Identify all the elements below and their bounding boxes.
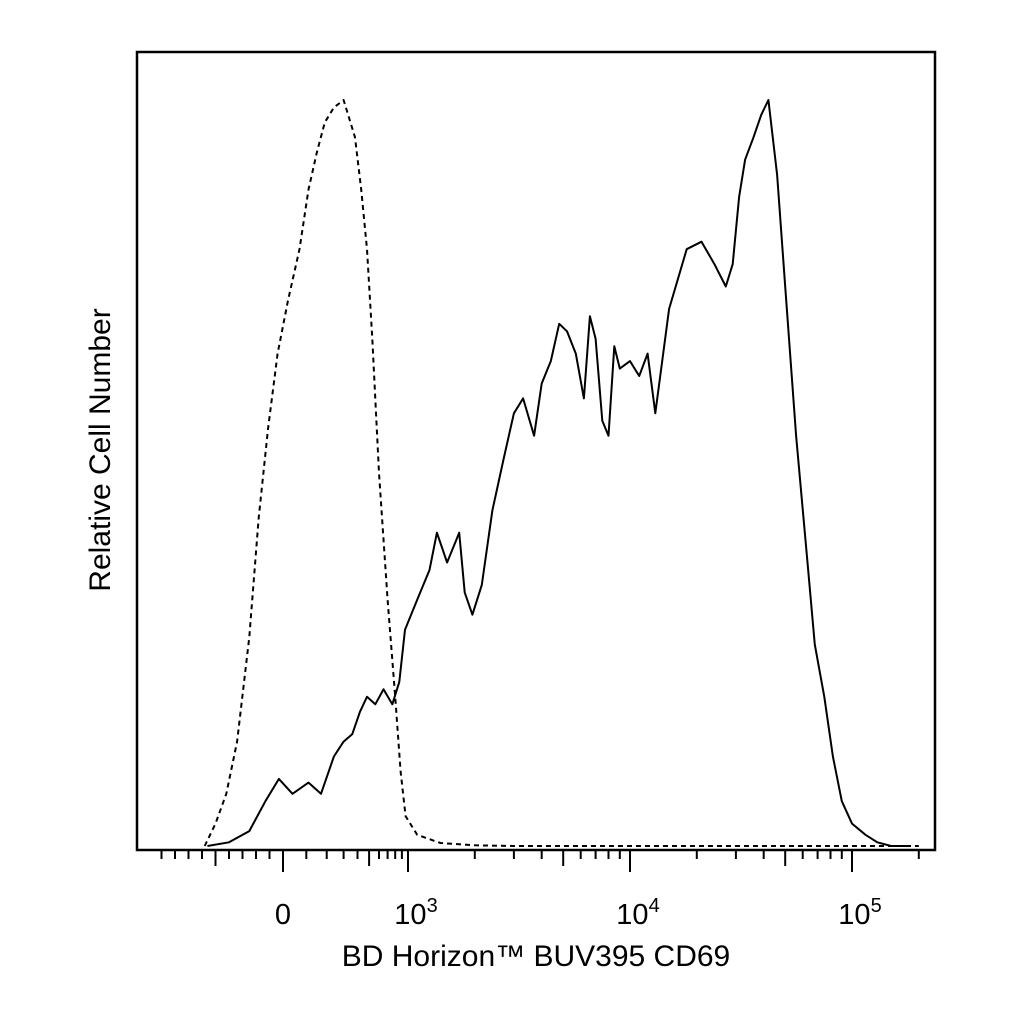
x-tick-label-0: 0: [275, 899, 291, 931]
x-tick-label-2-exp: 4: [649, 895, 660, 917]
y-axis-title: Relative Cell Number: [84, 308, 117, 591]
x-tick-label-0-base: 0: [275, 899, 291, 931]
x-tick-label-2: 104: [616, 895, 659, 931]
x-tick-label-2-base: 10: [616, 899, 648, 931]
x-axis-title: BD Horizon™ BUV395 CD69: [342, 940, 731, 973]
x-tick-label-3-exp: 5: [871, 895, 882, 917]
x-tick-label-3: 105: [838, 895, 881, 931]
x-axis: [160, 850, 920, 872]
x-tick-label-1-exp: 3: [427, 895, 438, 917]
control-histogram-line: [203, 99, 919, 847]
x-tick-label-1: 103: [394, 895, 437, 931]
series-layer: [203, 99, 919, 847]
x-tick-label-3-base: 10: [838, 899, 870, 931]
plot-frame: [135, 50, 937, 852]
x-tick-label-1-base: 10: [394, 899, 426, 931]
stained-histogram-line: [207, 99, 906, 847]
